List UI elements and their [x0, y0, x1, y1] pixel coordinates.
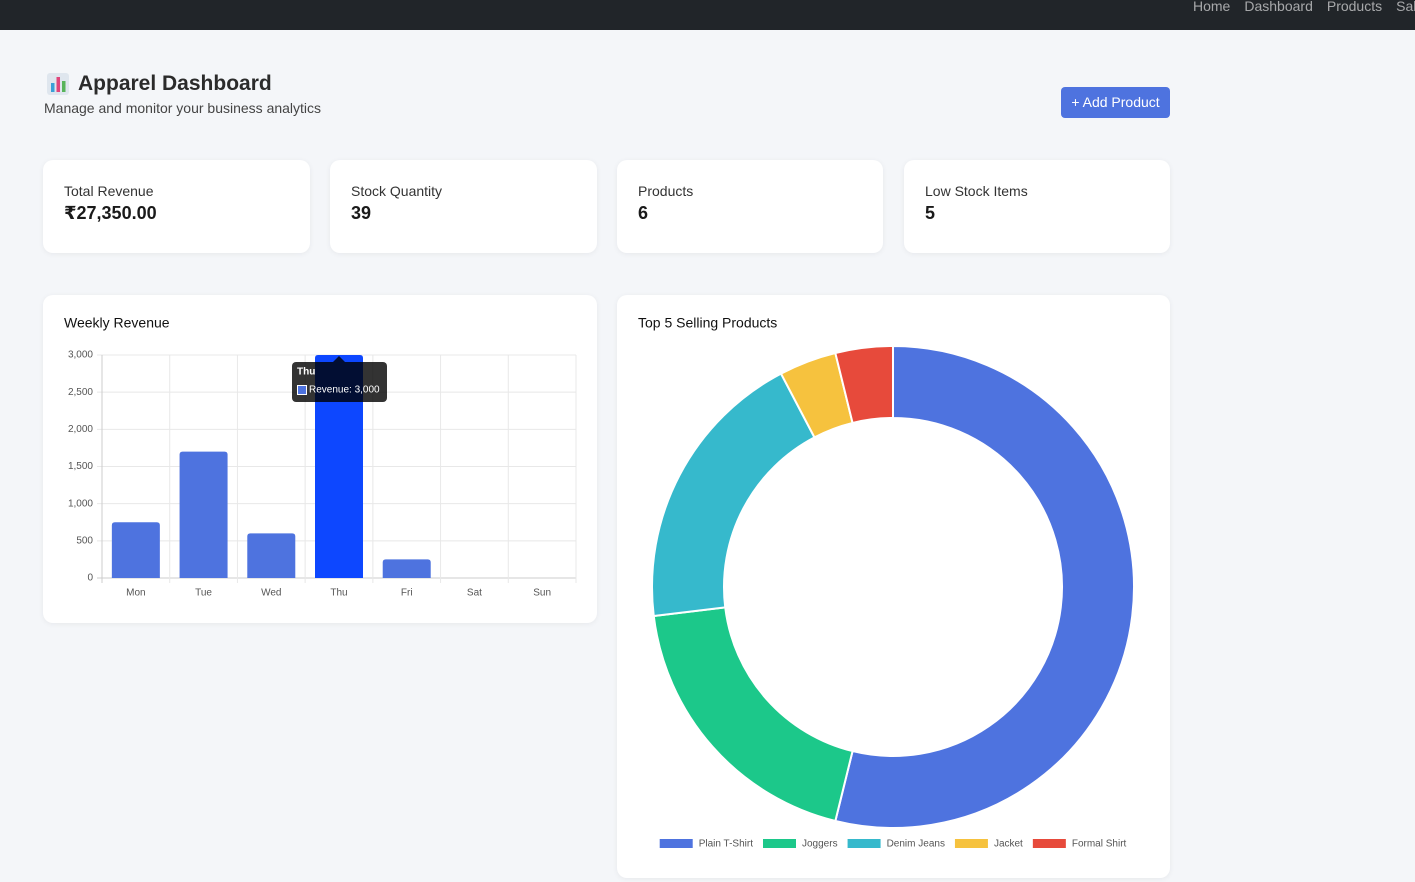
x-tick-label: Mon [126, 588, 145, 599]
tooltip-caret [333, 356, 345, 362]
nav-link[interactable]: Products [1326, 0, 1383, 14]
y-tick-label: 1,500 [68, 461, 93, 472]
stat-label: Stock Quantity [351, 183, 443, 199]
title-icon [47, 73, 69, 95]
legend-swatch [659, 839, 693, 848]
legend-label: Jacket [994, 839, 1023, 850]
donut-slice [834, 344, 894, 425]
stat-label: Low Stock Items [925, 183, 1028, 199]
legend-swatch [954, 839, 988, 848]
legend-swatch [1032, 839, 1066, 848]
bar [315, 355, 363, 578]
chart-title: Top 5 Selling Products [638, 315, 777, 331]
y-tick-label: 3,000 [68, 350, 93, 361]
stat-card: Products 6 [617, 160, 883, 253]
tooltip [292, 362, 387, 402]
bar [247, 533, 296, 578]
stat-label: Products [638, 183, 694, 199]
bar [179, 451, 228, 578]
x-tick-label: Tue [195, 588, 212, 599]
x-tick-label: Sun [533, 588, 551, 599]
x-tick-label: Wed [261, 588, 281, 599]
bar [111, 522, 160, 578]
stat-card: Total Revenue ₹27,350.00 [43, 160, 310, 253]
legend-label: Joggers [802, 839, 838, 850]
x-tick-label: Fri [401, 588, 413, 599]
nav-link[interactable]: Home [1193, 0, 1231, 14]
y-tick-label: 500 [76, 535, 93, 546]
stat-value: 39 [351, 203, 372, 223]
legend-label: Formal Shirt [1072, 839, 1127, 850]
stat-value: 6 [638, 203, 649, 223]
add-product-button[interactable]: + Add Product [1061, 87, 1170, 118]
donut-slice [834, 344, 1135, 829]
y-tick-label: 2,000 [68, 424, 93, 435]
donut-slice [652, 606, 854, 823]
tooltip-swatch [297, 385, 307, 395]
nav-link[interactable]: Sales [1396, 0, 1415, 14]
chart-title: Weekly Revenue [64, 315, 170, 331]
tooltip-title: Thu [297, 367, 315, 378]
legend-swatch [847, 839, 881, 848]
tooltip-text: Revenue: 3,000 [309, 385, 380, 396]
y-tick-label: 1,000 [68, 498, 93, 509]
bar [382, 559, 431, 578]
stat-card: Stock Quantity 39 [330, 160, 597, 253]
y-tick-label: 2,500 [68, 387, 93, 398]
nav-links: Home Dashboard Products Sales [1193, 0, 1415, 14]
page-title: Apparel Dashboard [78, 72, 272, 95]
x-tick-label: Thu [330, 588, 347, 599]
stat-value: ₹27,350.00 [64, 203, 157, 223]
y-tick-label: 0 [87, 573, 93, 584]
legend-label: Plain T-Shirt [699, 839, 754, 850]
legend-label: Denim Jeans [887, 839, 945, 850]
legend-swatch [763, 839, 796, 848]
donut-slice [651, 372, 816, 618]
x-tick-label: Sat [467, 588, 482, 599]
stat-label: Total Revenue [64, 183, 154, 199]
navbar: Home Dashboard Products Sales [0, 0, 1415, 30]
stat-card: Low Stock Items 5 [904, 160, 1170, 253]
nav-link[interactable]: Dashboard [1244, 0, 1313, 14]
stat-value: 5 [925, 203, 936, 223]
page-subtitle: Manage and monitor your business analyti… [44, 100, 322, 116]
